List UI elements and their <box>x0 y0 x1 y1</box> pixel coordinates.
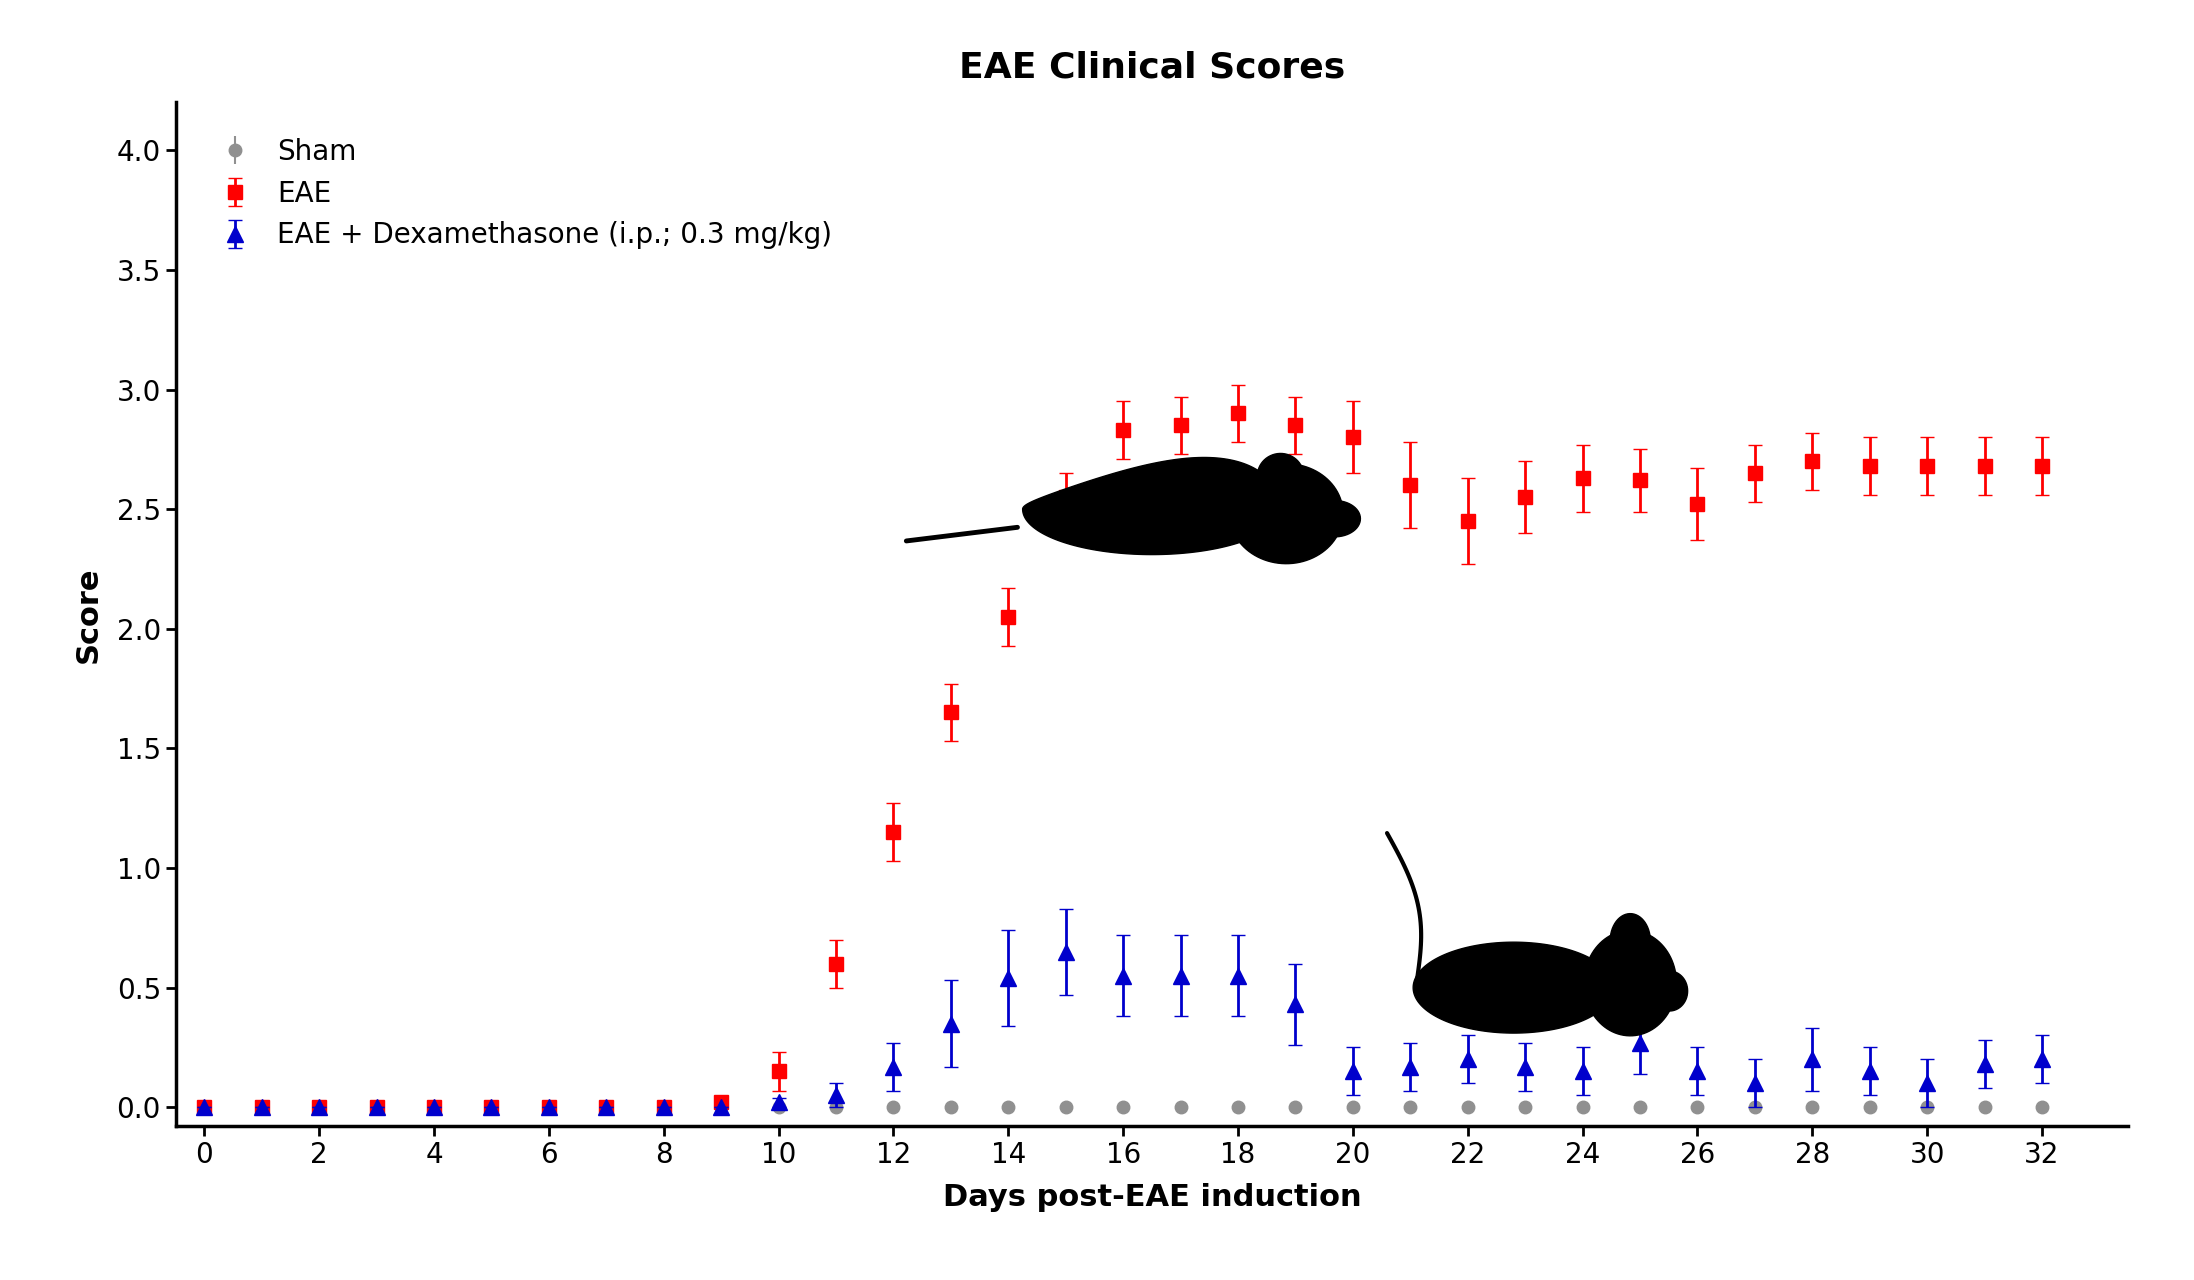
Polygon shape <box>1257 453 1303 499</box>
Polygon shape <box>1413 942 1615 1033</box>
Polygon shape <box>1610 914 1650 968</box>
Polygon shape <box>1652 972 1687 1011</box>
Polygon shape <box>1229 463 1343 563</box>
Polygon shape <box>1584 931 1676 1036</box>
Title: EAE Clinical Scores: EAE Clinical Scores <box>959 50 1345 84</box>
Legend: Sham, EAE, EAE + Dexamethasone (i.p.; 0.3 mg/kg): Sham, EAE, EAE + Dexamethasone (i.p.; 0.… <box>200 127 842 261</box>
Polygon shape <box>1022 457 1281 554</box>
Polygon shape <box>1310 500 1360 536</box>
Y-axis label: Score: Score <box>75 566 103 663</box>
X-axis label: Days post-EAE induction: Days post-EAE induction <box>943 1183 1360 1212</box>
